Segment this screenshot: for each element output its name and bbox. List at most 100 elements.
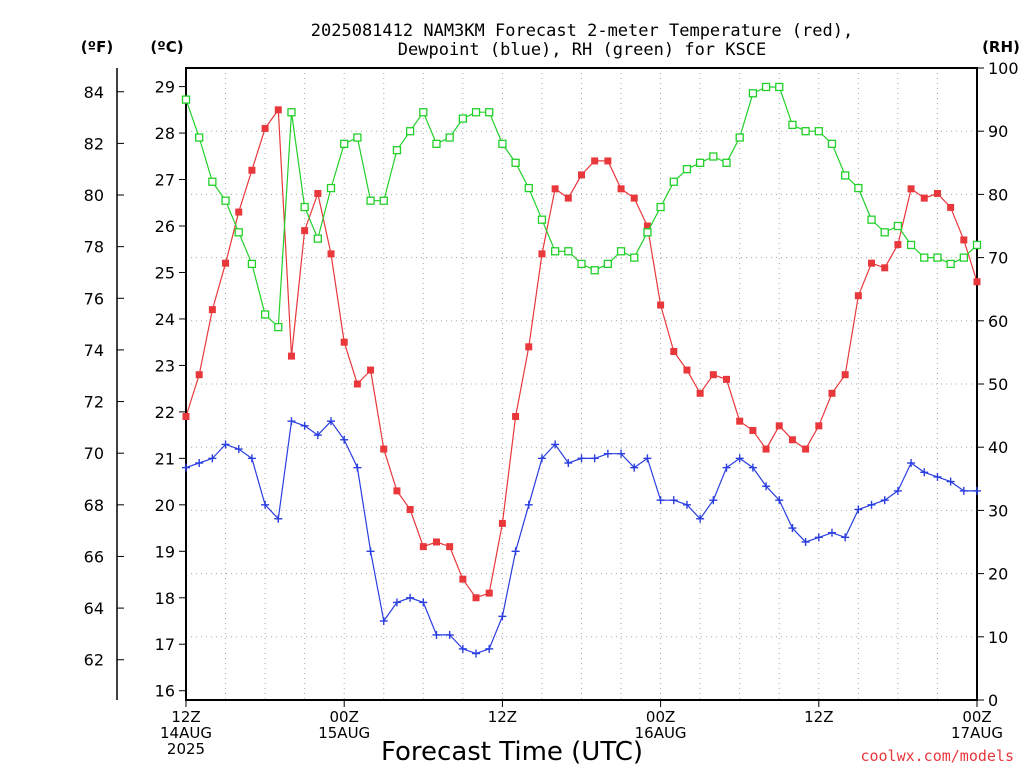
temperature-point xyxy=(617,185,625,193)
rh-tick-label: 60 xyxy=(988,312,1008,331)
dewpoint-point xyxy=(959,486,968,495)
rh-point xyxy=(603,259,613,269)
temperature-point xyxy=(353,380,361,388)
fahrenheit-tick-label: 70 xyxy=(84,444,104,463)
dewpoint-point xyxy=(801,538,810,546)
x-tick-label: 00Z xyxy=(646,708,675,726)
fahrenheit-tick-label: 84 xyxy=(84,83,104,102)
dewpoint-point xyxy=(590,454,599,463)
series-rh xyxy=(181,82,982,332)
rh-point xyxy=(590,266,599,275)
rh-point xyxy=(234,228,243,237)
rh-point xyxy=(405,127,415,136)
rh-point xyxy=(722,158,731,167)
rh-point xyxy=(709,152,718,161)
temperature-point xyxy=(907,185,915,193)
dewpoint-point xyxy=(524,500,533,509)
temperature-point xyxy=(472,594,480,602)
celsius-tick-label: 19 xyxy=(155,542,175,561)
dewpoint-point xyxy=(709,496,718,505)
dewpoint-point xyxy=(261,500,270,509)
fahrenheit-tick-label: 64 xyxy=(84,599,104,618)
temperature-point xyxy=(446,543,454,551)
rh-point xyxy=(366,196,375,205)
temperature-point xyxy=(235,208,243,216)
dewpoint-point xyxy=(722,463,731,472)
rh-point xyxy=(353,133,362,142)
temperature-point xyxy=(314,189,322,197)
dewpoint-point xyxy=(366,547,375,556)
fahrenheit-tick-label: 66 xyxy=(84,547,104,566)
rh-point xyxy=(946,259,955,269)
dewpoint-point xyxy=(603,449,612,458)
rh-point xyxy=(906,240,916,250)
celsius-tick-label: 28 xyxy=(155,124,175,143)
temperature-point xyxy=(578,171,585,179)
dewpoint-point xyxy=(814,533,823,542)
dewpoint-point xyxy=(340,435,349,444)
dewpoint-point xyxy=(907,459,916,467)
rh-point xyxy=(880,228,889,237)
temperature-point xyxy=(973,278,981,286)
temperature-point xyxy=(551,185,559,193)
rh-point xyxy=(550,247,560,256)
dewpoint-point xyxy=(788,524,797,533)
temperature-point xyxy=(841,371,849,379)
temperature-point xyxy=(604,157,612,165)
dewpoint-point xyxy=(564,459,573,467)
temperature-point xyxy=(287,352,295,360)
rh-point xyxy=(893,221,903,231)
temperature-point xyxy=(340,338,348,346)
dewpoint-point xyxy=(247,454,256,463)
rh-point xyxy=(419,108,428,117)
dewpoint-point xyxy=(762,482,771,491)
dewpoint-point xyxy=(379,617,388,625)
x-tick-label: 17AUG xyxy=(951,724,1003,742)
rh-tick-label: 50 xyxy=(988,375,1008,394)
rh-point xyxy=(379,196,388,205)
dewpoint-point xyxy=(353,463,362,472)
x-tick-label: 12Z xyxy=(488,708,517,726)
celsius-tick-label: 23 xyxy=(155,356,175,375)
temperature-point xyxy=(920,194,928,202)
dewpoint-point xyxy=(234,445,243,454)
dewpoint-point xyxy=(656,496,665,505)
temperature-point xyxy=(485,589,493,597)
dewpoint-point xyxy=(300,421,309,430)
rh-point xyxy=(195,133,204,142)
temperature-point xyxy=(248,166,256,174)
temperature-point xyxy=(406,505,414,513)
fahrenheit-tick-label: 68 xyxy=(84,496,104,515)
celsius-tick-label: 29 xyxy=(155,78,175,97)
x-tick-label: 15AUG xyxy=(318,724,370,742)
temperature-point xyxy=(854,292,862,300)
temperature-point xyxy=(657,301,665,309)
dewpoint-point xyxy=(458,644,467,653)
rh-point xyxy=(485,108,494,117)
rh-point xyxy=(867,215,876,224)
dewpoint-point xyxy=(182,463,190,472)
temperature-point xyxy=(683,366,691,374)
temperature-point xyxy=(222,259,230,267)
rh-point xyxy=(761,82,771,92)
rh-unit-label: (RH) xyxy=(982,38,1020,56)
rh-point xyxy=(616,247,626,256)
temperature-point xyxy=(327,250,335,258)
temperature-point xyxy=(393,487,401,495)
rh-point xyxy=(392,146,402,155)
dewpoint-point xyxy=(748,463,757,472)
temperature-point xyxy=(538,250,546,258)
temperature-point xyxy=(564,194,572,202)
celsius-tick-label: 18 xyxy=(155,589,175,608)
rh-point xyxy=(854,183,863,193)
temperature-point xyxy=(367,366,375,374)
rh-point xyxy=(537,215,547,224)
axes xyxy=(116,67,984,707)
rh-point xyxy=(181,95,191,104)
temperature-point xyxy=(432,538,440,546)
dewpoint-point xyxy=(274,514,283,523)
temperature-point xyxy=(591,157,599,165)
fahrenheit-tick-label: 78 xyxy=(84,238,104,257)
dewpoint-point xyxy=(643,454,652,463)
series-dewpoint xyxy=(182,417,981,658)
